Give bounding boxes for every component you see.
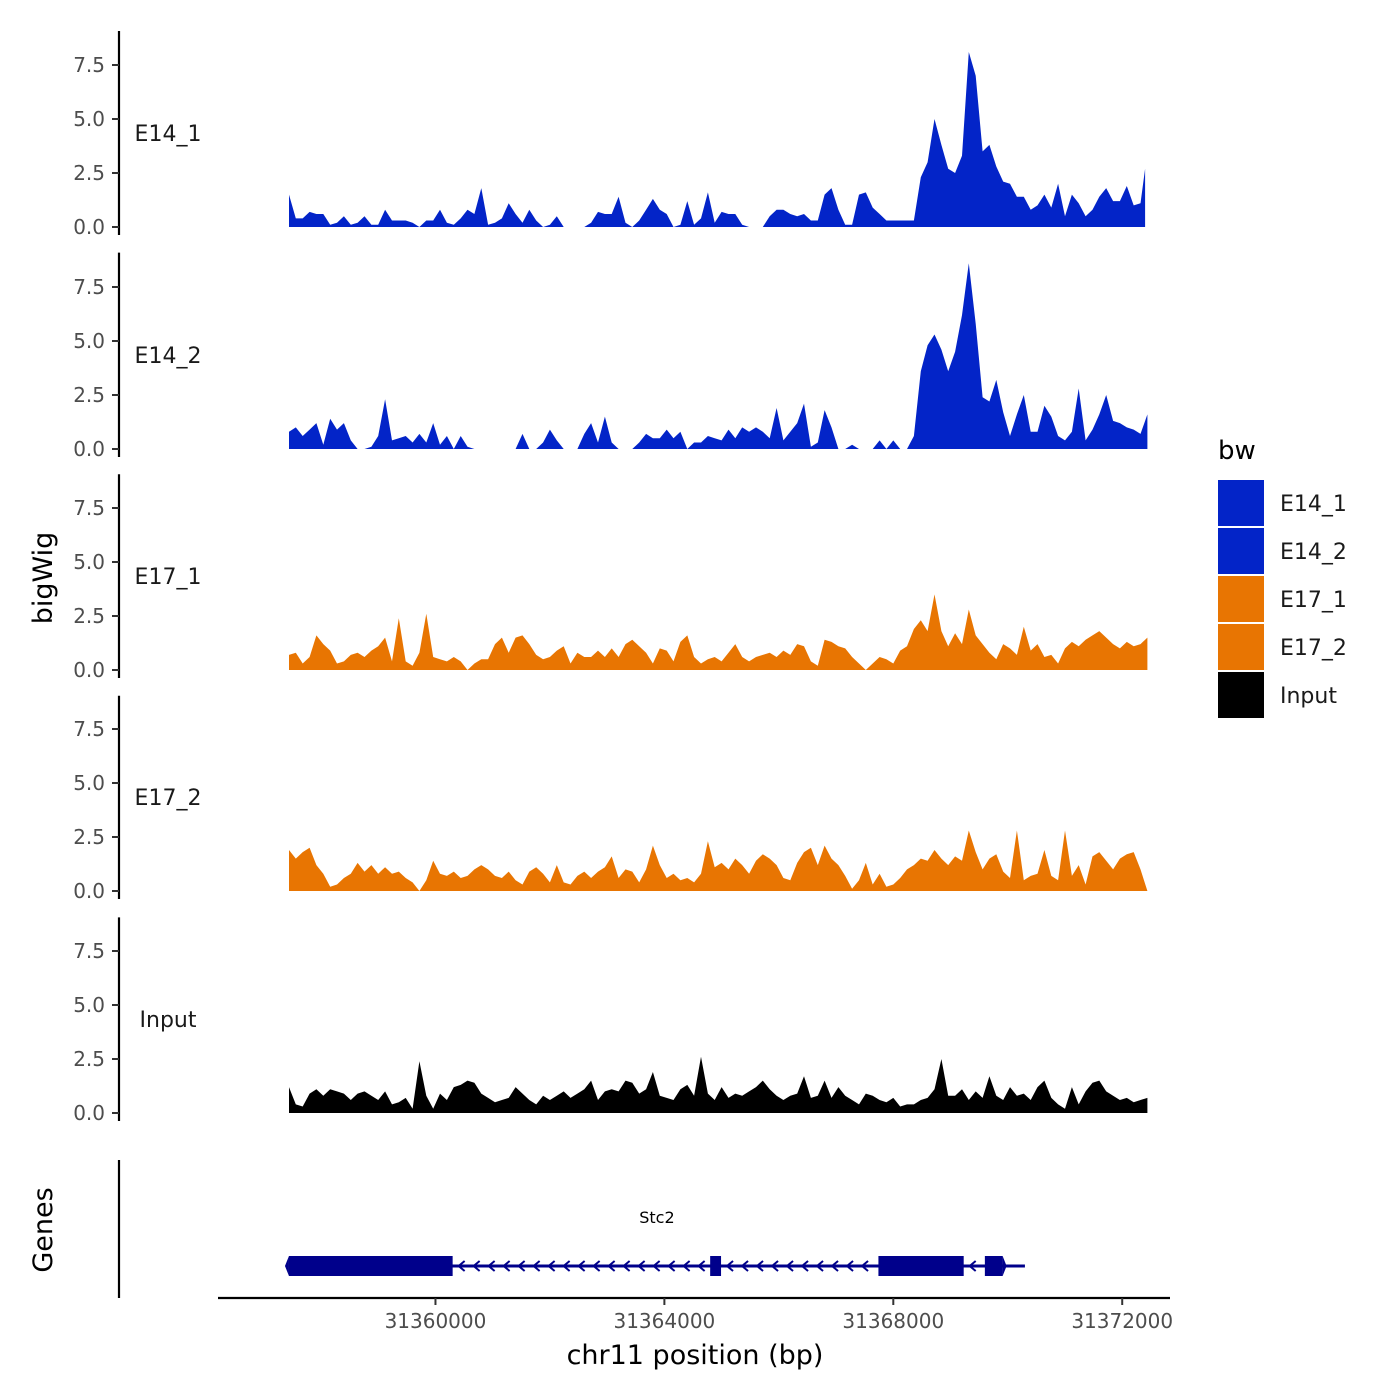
area-Input	[289, 1056, 1148, 1113]
y-tick-label: 5.0	[73, 771, 105, 795]
track-E14_2: 0.0 2.5 5.0 7.5 E14_2	[73, 252, 1148, 461]
y-tick-label: 0.0	[73, 1101, 105, 1125]
legend-key-E17_1	[1218, 576, 1264, 622]
strand-arrow	[770, 1260, 779, 1272]
y-tick-label: 0.0	[73, 879, 105, 903]
legend-label-E14_1: E14_1	[1280, 492, 1347, 517]
x-tick-label: 31368000	[842, 1309, 944, 1333]
x-tick-label: 31372000	[1071, 1309, 1173, 1333]
track-label-E17_1: E17_1	[135, 565, 202, 590]
strand-arrow	[622, 1260, 631, 1272]
track-E14_1: 0.0 2.5 5.0 7.5 E14_1	[73, 31, 1146, 239]
y-tick-label: 0.0	[73, 658, 105, 682]
strand-arrow	[517, 1260, 526, 1272]
y-tick-label: 5.0	[73, 993, 105, 1017]
strand-arrow	[682, 1260, 691, 1272]
y-tick-label: 5.0	[73, 550, 105, 574]
strand-arrow	[815, 1260, 824, 1272]
y-tick-label: 7.5	[73, 717, 105, 741]
track-Input: 0.0 2.5 5.0 7.5 Input	[73, 917, 1148, 1125]
track-label-Input: Input	[140, 1008, 197, 1033]
legend-key-E14_1	[1218, 480, 1264, 526]
x-axis-title: chr11 position (bp)	[567, 1340, 824, 1371]
track-label-E14_1: E14_1	[135, 122, 202, 147]
strand-arrow	[577, 1260, 586, 1272]
strand-arrow	[845, 1260, 854, 1272]
y-tick-label: 2.5	[73, 825, 105, 849]
track-E17_1: 0.0 2.5 5.0 7.5 E17_1	[73, 474, 1148, 682]
y-tick-label: 7.5	[73, 275, 105, 299]
strand-arrow	[547, 1260, 556, 1272]
strand-arrow	[725, 1260, 734, 1272]
strand-arrow	[457, 1260, 466, 1272]
legend-label-E17_2: E17_2	[1280, 636, 1347, 661]
track-label-E14_2: E14_2	[135, 344, 202, 369]
strand-arrow	[532, 1260, 541, 1272]
y-tick-label: 5.0	[73, 329, 105, 353]
area-E17_2	[289, 830, 1148, 891]
strand-arrow	[562, 1260, 571, 1272]
strand-arrow	[800, 1260, 809, 1272]
gene-exon	[288, 1256, 453, 1276]
y-tick-label: 2.5	[73, 1047, 105, 1071]
x-axis: 31360000 31364000 31368000 31372000	[218, 1296, 1173, 1333]
y-tick-label: 7.5	[73, 496, 105, 520]
strand-arrow	[472, 1260, 481, 1272]
legend: bw E14_1 E14_2 E17_1 E17_2 Input	[1218, 436, 1347, 718]
strand-arrow	[830, 1260, 839, 1272]
x-tick-label: 31364000	[613, 1309, 715, 1333]
strand-arrow	[755, 1260, 764, 1272]
strand-arrow	[968, 1260, 977, 1272]
area-E14_2	[289, 263, 1148, 449]
x-tick-label: 31360000	[385, 1309, 487, 1333]
legend-key-E17_2	[1218, 624, 1264, 670]
legend-label-E17_1: E17_1	[1280, 588, 1347, 613]
genes-axis-title: Genes	[28, 1187, 59, 1272]
gene-panel: Stc2	[117, 1160, 1025, 1298]
bigwig-tracks: 0.0 2.5 5.0 7.5 E14_1 0.0 2.5 5.0 7.5 E14_2 0.0 2.5…	[73, 31, 1148, 1125]
strand-arrow	[652, 1260, 661, 1272]
gene-name-label: Stc2	[639, 1208, 674, 1227]
y-tick-label: 7.5	[73, 939, 105, 963]
strand-arrow	[785, 1260, 794, 1272]
y-tick-label: 5.0	[73, 107, 105, 131]
y-tick-label: 2.5	[73, 161, 105, 185]
gene-end-cap	[1002, 1256, 1007, 1276]
gene-start-cap	[284, 1256, 289, 1276]
strand-arrow	[487, 1260, 496, 1272]
gene-exon	[710, 1256, 722, 1276]
y-tick-label: 7.5	[73, 53, 105, 77]
y-axis-title: bigWig	[28, 532, 59, 625]
gene-exon	[878, 1256, 964, 1276]
strand-arrow	[502, 1260, 511, 1272]
legend-key-E14_2	[1218, 528, 1264, 574]
track-label-E17_2: E17_2	[135, 786, 202, 811]
strand-arrow	[607, 1260, 616, 1272]
y-tick-label: 0.0	[73, 215, 105, 239]
strand-arrow	[667, 1260, 676, 1272]
legend-title: bw	[1218, 436, 1256, 466]
track-E17_2: 0.0 2.5 5.0 7.5 E17_2	[73, 695, 1148, 903]
strand-arrow	[637, 1260, 646, 1272]
legend-key-Input	[1218, 672, 1264, 718]
area-E14_1	[289, 52, 1146, 227]
y-tick-label: 0.0	[73, 437, 105, 461]
gene-exon	[984, 1256, 1003, 1276]
y-tick-label: 2.5	[73, 383, 105, 407]
y-tick-label: 2.5	[73, 604, 105, 628]
strand-arrow	[697, 1260, 706, 1272]
area-E17_1	[289, 594, 1148, 670]
strand-arrow	[740, 1260, 749, 1272]
legend-label-E14_2: E14_2	[1280, 540, 1347, 565]
strand-arrow	[592, 1260, 601, 1272]
strand-arrow	[860, 1260, 869, 1272]
legend-label-Input: Input	[1280, 684, 1337, 709]
